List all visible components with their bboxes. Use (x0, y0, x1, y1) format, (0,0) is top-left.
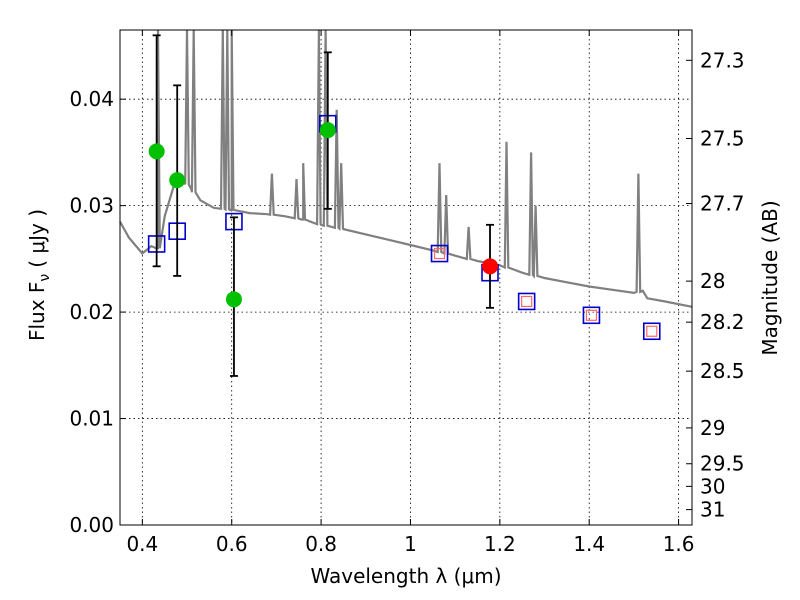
y-tick-label: 0.03 (69, 194, 114, 218)
mag-tick-label: 27.7 (700, 192, 745, 216)
y-tick-label: 0.02 (69, 300, 114, 324)
model-photometry-square (642, 322, 661, 341)
upper-limit-square (646, 325, 658, 337)
x-axis-label: Wavelength λ (μm) (310, 564, 501, 588)
data-marks (147, 34, 661, 377)
upper-limit-square (585, 309, 598, 321)
upper-limit-square (433, 247, 446, 260)
observed-green-point (225, 291, 242, 308)
x-tick-label: 1.6 (663, 532, 695, 556)
mag-tick-label: 29.5 (700, 452, 745, 476)
y-tick-label: 0.01 (69, 407, 114, 431)
mag-tick-label: 28.5 (700, 359, 745, 383)
y-axis-label-group: Flux Fν ( μJy ) (25, 209, 53, 341)
y-tick-label: 0.00 (69, 513, 114, 537)
observed-red-point (482, 258, 499, 275)
y-axis-label-units: ( μJy ) (25, 209, 49, 268)
upper-limit-square (521, 295, 533, 308)
mag-tick-label: 27.5 (700, 126, 745, 150)
mag-tick-label: 30 (700, 474, 725, 498)
y-tick-label: 0.04 (69, 87, 114, 111)
plot-frame (119, 29, 693, 526)
mag-tick-label: 27.3 (700, 48, 745, 72)
mag-tick-label: 28.2 (700, 310, 745, 334)
model-photometry-square (430, 244, 449, 263)
grid-lines (120, 30, 692, 526)
x-tick-label: 1.2 (484, 532, 516, 556)
x-tick-label: 0.6 (216, 532, 248, 556)
x-tick-label: 0.4 (126, 532, 158, 556)
axis-ticks: 0.4 0.6 0.8 1 1.2 1.4 1.6 0.00 0.01 0.02 0.03 0.04 2… (69, 30, 745, 556)
mag-tick-label: 31 (700, 498, 725, 522)
observed-green-point (169, 172, 186, 189)
spectrum-layer (119, 29, 693, 308)
model-photometry-square (582, 306, 601, 325)
mag-tick-label: 28 (700, 269, 725, 293)
y-axis-label: Flux F (25, 282, 49, 341)
y2-axis-label: Magnitude (AB) (758, 200, 782, 355)
y-axis-label-subscript: ν (37, 274, 53, 282)
model-photometry-square (517, 292, 536, 311)
mag-tick-label: 29 (700, 416, 725, 440)
observed-green-point (319, 122, 336, 139)
x-tick-label: 1 (404, 532, 417, 556)
model-spectrum-line (119, 29, 693, 308)
x-tick-label: 0.8 (305, 532, 337, 556)
svg-text:Flux Fν( μJy ): Flux Fν ( μJy ) (25, 209, 53, 341)
observed-green-point (148, 143, 165, 160)
x-tick-label: 1.4 (573, 532, 605, 556)
